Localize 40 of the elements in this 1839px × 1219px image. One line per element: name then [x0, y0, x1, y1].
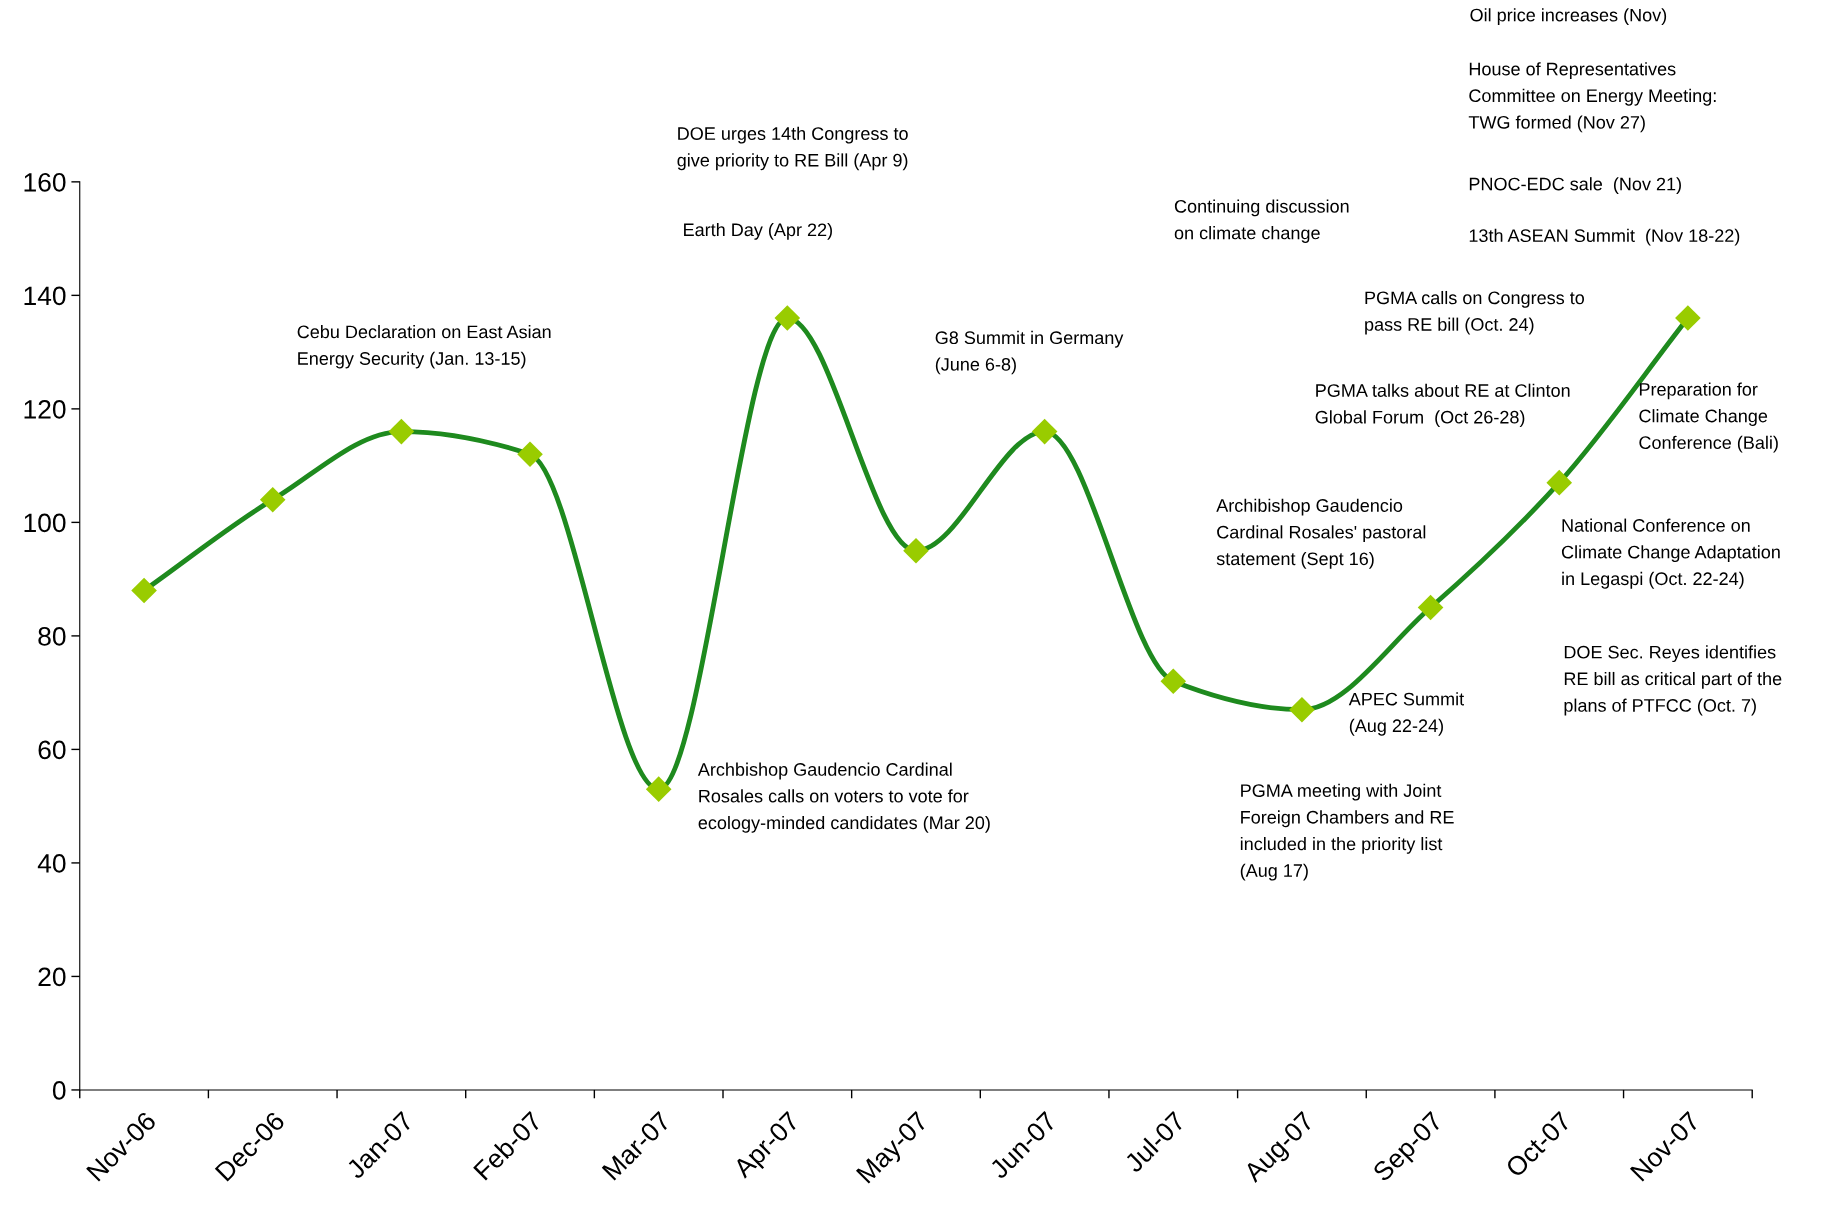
point [1031, 418, 1058, 445]
annotation: Continuing discussion on climate change [1174, 199, 1349, 243]
annotation: Earth Day (Apr 22) [684, 222, 832, 240]
point [1289, 696, 1315, 723]
point [903, 537, 929, 564]
annotation: Archibishop Gaudencio Cardinal Rosales' pastoral statement (Sept 16) [1216, 498, 1426, 569]
y-tick-label: 160 [24, 172, 66, 192]
annotation: Archbishop Gaudencio Cardinal Rosales calls on voters to vote for ecology-minded candidates (Mar 20) [697, 762, 990, 833]
y-tick-label: 40 [37, 854, 66, 873]
point [1675, 305, 1701, 331]
text: House of Representatives Committee on Energy Meeting: TWG formed (Nov 27) [1468, 62, 1716, 133]
annotation: Cebu Declaration on East Asian Energy Security (Jan. 13-15) [297, 324, 551, 369]
point [1546, 469, 1573, 496]
annotation: PGMA calls on Congress to pass RE bill (Oct. 24) [1365, 290, 1585, 335]
annotation: PGMA meeting with Joint Foreign Chambers and RE included in the priority list (Aug 17) [1240, 783, 1454, 881]
y-tick-label: 20 [38, 967, 66, 987]
point [388, 418, 415, 445]
y-tick-label: 0 [52, 1081, 66, 1100]
point [645, 776, 672, 802]
text: DOE urges 14th Congress to give priority to RE Bill (Apr 9) [677, 126, 908, 171]
annotation: Preparation for Climate Change Conference (Bali) [1639, 382, 1778, 453]
y-tick-label: 100 [24, 513, 66, 533]
point [1160, 668, 1187, 695]
annotation: PGMA talks about RE at Clinton Global Forum (Oct 26-28) [1315, 383, 1570, 428]
point [774, 305, 801, 331]
point [517, 441, 543, 468]
annotation: APEC Summit (Aug 22-24) [1348, 692, 1464, 736]
annotation: National Conference on Climate Change Adaptation in Legaspi (Oct. 22-24) [1561, 518, 1780, 589]
y-tick-label: 120 [24, 400, 66, 419]
annotation: 13th ASEAN Summit (Nov 18-22) [1469, 228, 1740, 246]
annotation: G8 Summit in Germany (June 6-8) [935, 330, 1124, 375]
point [131, 577, 157, 604]
y-tick-label: 80 [38, 627, 66, 646]
point [259, 486, 286, 513]
text: Oil price increases (Nov) [1470, 8, 1667, 26]
annotation: DOE Sec. Reyes identifies RE bill as critical part of the plans of PTFCC (Oct. 7) [1564, 645, 1782, 716]
y-tick-label: 60 [38, 740, 66, 760]
y-tick-label: 140 [24, 286, 66, 306]
annotation: PNOC-EDC sale (Nov 21) [1469, 177, 1681, 194]
point [1417, 594, 1444, 621]
